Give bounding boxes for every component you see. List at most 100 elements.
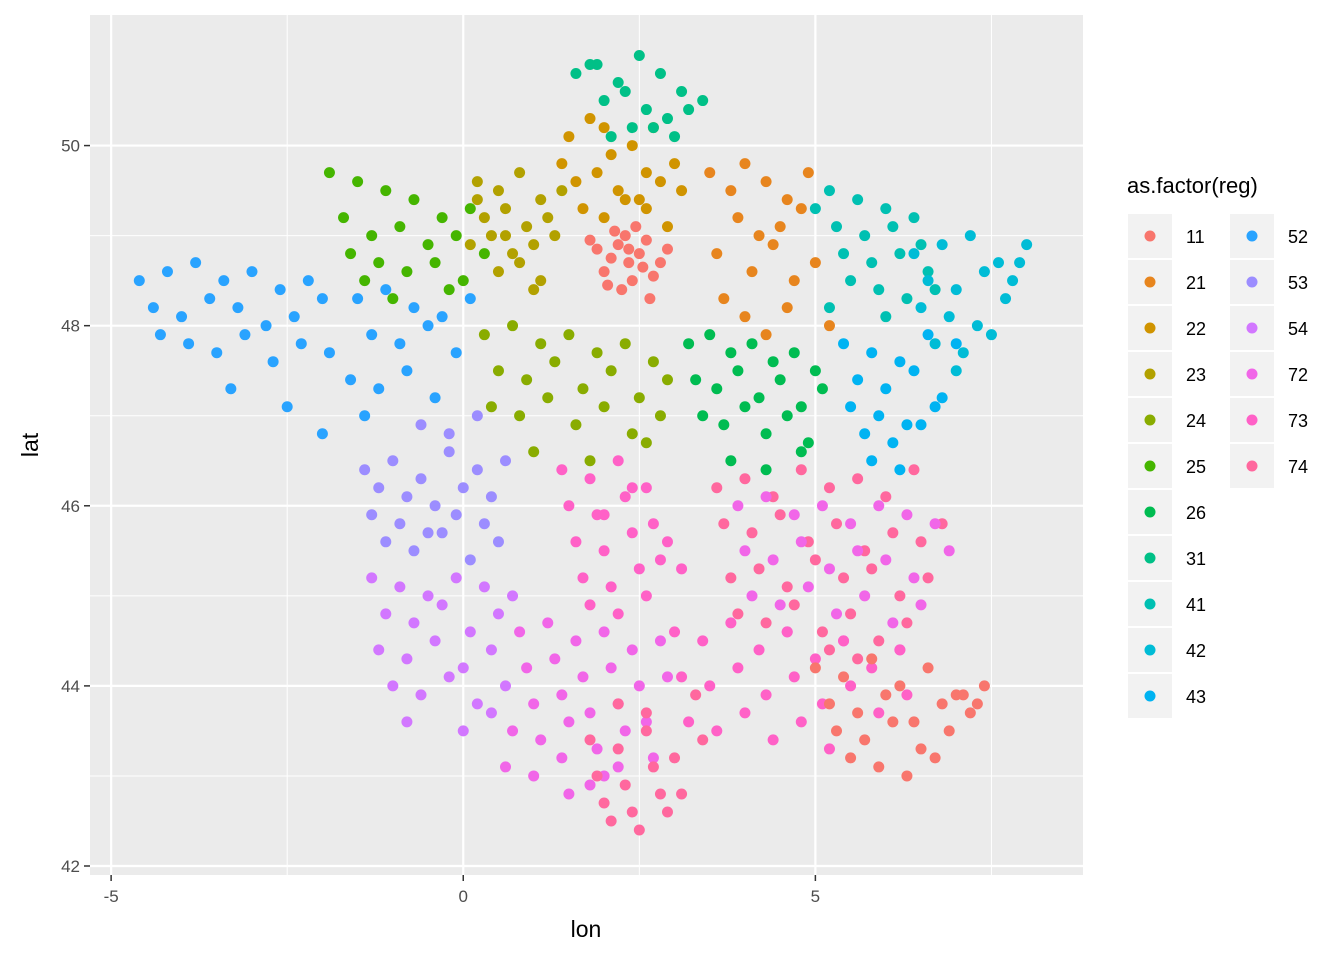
data-point-reg-74 (760, 617, 772, 629)
data-point-reg-22 (577, 203, 589, 215)
data-point-reg-52 (260, 320, 272, 332)
data-point-reg-93 (922, 662, 934, 674)
data-point-reg-72 (640, 716, 652, 728)
legend-label: 21 (1186, 273, 1206, 293)
data-point-reg-93 (943, 725, 955, 737)
data-point-reg-26 (739, 401, 751, 413)
data-point-reg-72 (556, 752, 568, 764)
data-point-reg-25 (359, 275, 371, 287)
data-point-reg-41 (859, 230, 871, 242)
data-point-reg-74 (901, 617, 913, 629)
data-point-reg-42 (964, 230, 976, 242)
data-point-reg-24 (478, 329, 490, 341)
data-point-reg-42 (950, 284, 962, 296)
data-point-reg-24 (591, 347, 603, 359)
data-point-reg-82 (774, 599, 786, 611)
data-point-reg-93 (866, 653, 878, 665)
data-point-reg-24 (619, 338, 631, 350)
data-point-reg-91 (676, 788, 688, 800)
data-point-reg-91 (661, 806, 673, 818)
data-point-reg-41 (831, 221, 843, 233)
data-point-reg-83 (711, 725, 723, 737)
x-tick-label: 0 (459, 887, 468, 906)
data-point-reg-74 (718, 518, 730, 530)
data-point-reg-83 (823, 743, 835, 755)
data-point-reg-72 (528, 770, 540, 782)
data-point-reg-53 (500, 455, 512, 467)
data-point-reg-74 (809, 554, 821, 566)
data-point-reg-52 (161, 266, 173, 278)
data-point-reg-23 (492, 185, 504, 197)
data-point-reg-42 (950, 365, 962, 377)
data-point-reg-74 (711, 482, 723, 494)
data-point-reg-52 (401, 365, 413, 377)
data-point-reg-54 (450, 572, 462, 584)
data-point-reg-52 (288, 311, 300, 323)
data-point-reg-52 (295, 338, 307, 350)
data-point-reg-82 (901, 509, 913, 521)
data-point-reg-73 (619, 491, 631, 503)
legend-label: 23 (1186, 365, 1206, 385)
data-point-reg-24 (542, 392, 554, 404)
data-point-reg-54 (422, 590, 434, 602)
data-point-reg-31 (626, 122, 638, 134)
data-point-reg-52 (450, 347, 462, 359)
data-point-reg-41 (922, 266, 934, 278)
data-point-reg-23 (507, 248, 519, 260)
data-point-reg-93 (936, 698, 948, 710)
data-point-reg-11 (612, 239, 624, 251)
legend-key-point (1246, 276, 1258, 288)
data-point-reg-74 (831, 518, 843, 530)
data-point-reg-91 (626, 806, 638, 818)
data-point-reg-82 (760, 491, 772, 503)
data-point-reg-22 (633, 194, 645, 206)
data-point-reg-52 (190, 257, 202, 269)
data-point-reg-74 (908, 464, 920, 476)
data-point-reg-26 (697, 410, 709, 422)
data-point-reg-23 (514, 167, 526, 179)
legend-label: 53 (1288, 273, 1308, 293)
data-point-reg-74 (774, 509, 786, 521)
data-point-reg-43 (887, 437, 899, 449)
data-point-reg-21 (739, 311, 751, 323)
data-point-reg-24 (521, 374, 533, 386)
data-point-reg-82 (802, 581, 814, 593)
data-point-reg-11 (633, 248, 645, 260)
data-point-reg-31 (619, 86, 631, 98)
data-point-reg-93 (971, 698, 983, 710)
data-point-reg-83 (795, 716, 807, 728)
data-point-reg-31 (584, 59, 596, 71)
data-point-reg-24 (549, 356, 561, 368)
data-point-reg-72 (535, 734, 547, 746)
data-point-reg-72 (542, 617, 554, 629)
data-point-reg-72 (633, 680, 645, 692)
data-point-reg-24 (485, 401, 497, 413)
data-point-reg-74 (838, 572, 850, 584)
data-point-reg-25 (380, 185, 392, 197)
data-point-reg-54 (415, 689, 427, 701)
legend-key-point (1246, 414, 1258, 426)
data-point-reg-52 (429, 392, 441, 404)
data-point-reg-91 (619, 779, 631, 791)
data-point-reg-74 (880, 491, 892, 503)
data-point-reg-26 (767, 356, 779, 368)
data-point-reg-72 (654, 635, 666, 647)
data-point-reg-74 (852, 473, 864, 485)
data-point-reg-53 (464, 554, 476, 566)
data-point-reg-11 (616, 284, 628, 296)
data-point-reg-72 (514, 626, 526, 638)
data-point-reg-73 (640, 590, 652, 602)
data-point-reg-25 (394, 221, 406, 233)
data-point-reg-26 (788, 347, 800, 359)
data-point-reg-83 (683, 716, 695, 728)
data-point-reg-21 (704, 167, 716, 179)
data-point-reg-93 (957, 689, 969, 701)
data-point-reg-43 (894, 464, 906, 476)
data-point-reg-22 (570, 176, 582, 188)
data-point-reg-53 (492, 536, 504, 548)
data-point-reg-41 (823, 302, 835, 314)
data-point-reg-43 (873, 410, 885, 422)
data-point-reg-73 (654, 554, 666, 566)
data-point-reg-22 (591, 167, 603, 179)
data-point-reg-24 (633, 392, 645, 404)
